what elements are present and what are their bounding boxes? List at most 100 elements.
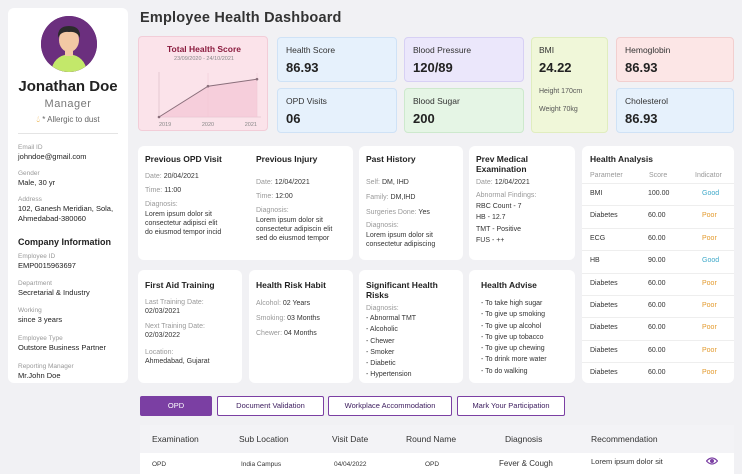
- analysis-indicator: Poor: [702, 346, 717, 354]
- advise-item: - To give up smoking: [481, 311, 546, 319]
- examination-cell: OPD: [152, 461, 167, 468]
- risk-item: - Smoker: [366, 348, 395, 356]
- abnormal-findings-list: RBC Count - 7 HB - 12.7 TMT - Positive F…: [476, 201, 522, 246]
- x-tick-label: 2019: [159, 122, 171, 128]
- abnormal-findings-label: Abnormal Findings:: [476, 192, 537, 199]
- history-diagnosis-label: Diagnosis:: [366, 222, 399, 229]
- finding-item: RBC Count - 7: [476, 203, 522, 210]
- diagnosis-cell: Fever & Cough: [499, 459, 553, 468]
- recommendation-header: Recommendation: [591, 434, 658, 444]
- history-self: Self: DM, IHD: [366, 179, 409, 186]
- history-diagnosis-line: consectetur adipiscing: [366, 241, 436, 248]
- opd-visits-label: OPD Visits: [286, 96, 327, 106]
- round-name-header: Round Name: [406, 434, 457, 444]
- history-surgeries: Surgeries Done: Yes: [366, 209, 430, 216]
- analysis-parameter: Diabetes: [590, 324, 618, 332]
- risk-item: - Diabetic: [366, 360, 396, 368]
- risks-list: - Abnormal TMT - Alcoholic - Chewer - Sm…: [366, 313, 416, 381]
- analysis-row: BMI 100.00 Good: [582, 183, 734, 205]
- score-point: [255, 77, 259, 81]
- analysis-indicator: Poor: [702, 324, 717, 332]
- recommendation-cell: Lorem ipsum dolor sit: [591, 457, 663, 466]
- avatar: [41, 16, 97, 72]
- analysis-score: 60.00: [648, 324, 666, 332]
- analysis-parameter: ECG: [590, 234, 606, 242]
- analysis-row: Diabetes 60.00 Poor: [582, 339, 734, 362]
- department-field: Department Secretarial & Industry: [18, 280, 128, 298]
- finding-item: TMT - Positive: [476, 225, 521, 233]
- cholesterol-value: 86.93: [625, 111, 658, 126]
- tab-mark-participation[interactable]: Mark Your Participation: [457, 396, 565, 416]
- analysis-parameter: Diabetes: [590, 279, 618, 287]
- smoking-habit: Smoking: 03 Months: [256, 315, 320, 322]
- opd-visits-value: 06: [286, 111, 301, 126]
- analysis-parameter: Diabetes: [590, 346, 618, 354]
- history-diagnosis-line: Lorem ipsum dolor sit: [366, 232, 433, 239]
- department-label: Department: [18, 280, 52, 287]
- reporting-manager-value: Mr.John Doe: [18, 371, 61, 380]
- opd-diagnosis-line: Lorem ipsum dolor sit: [145, 211, 212, 218]
- tab-opd[interactable]: OPD: [140, 396, 212, 416]
- opd-diagnosis-line: consectetur adipisci elit: [145, 220, 218, 227]
- analysis-row: Diabetes 60.00 Poor: [582, 362, 734, 384]
- analysis-parameter: Diabetes: [590, 212, 618, 220]
- working-label: Working: [18, 307, 42, 314]
- advise-item: - To give up chewing: [481, 345, 545, 353]
- analysis-indicator: Poor: [702, 212, 717, 220]
- advise-item: - To give up tobacco: [481, 333, 544, 341]
- email-label: Email ID: [18, 144, 43, 151]
- bmi-label: BMI: [539, 45, 555, 55]
- opd-time: Time: 11:00: [145, 187, 182, 194]
- analysis-score: 60.00: [648, 369, 666, 377]
- analysis-parameter: BMI: [590, 190, 603, 197]
- injury-diagnosis-label: Diagnosis:: [256, 207, 289, 214]
- cholesterol-card: Cholesterol 86.93: [616, 88, 734, 133]
- gender-field: Gender Male, 30 yr: [18, 170, 128, 188]
- tab-document-validation[interactable]: Document Validation: [217, 396, 324, 416]
- department-value: Secretarial & Industry: [18, 288, 90, 297]
- risk-item: - Chewer: [366, 337, 395, 345]
- blood-pressure-label: Blood Pressure: [413, 45, 472, 55]
- analysis-row: HB 90.00 Good: [582, 250, 734, 272]
- health-advise-card: Health Advise - To take high sugar - To …: [469, 270, 575, 383]
- address-field: Address 102, Ganesh Meridian, Sola, Ahme…: [18, 196, 128, 224]
- employee-id-value: EMP0015963697: [18, 261, 76, 270]
- sub-location-cell: India Campus: [241, 461, 282, 468]
- chewer-habit: Chewer: 04 Months: [256, 330, 317, 337]
- working-value: since 3 years: [18, 315, 63, 324]
- previous-injury-title: Previous Injury: [256, 154, 318, 164]
- total-score-date-range: 23/09/2020 - 24/10/2021: [174, 56, 234, 62]
- reporting-manager-field: Reporting Manager Mr.John Doe: [18, 363, 128, 381]
- eye-icon[interactable]: [706, 456, 718, 466]
- alcohol-habit: Alcohol: 02 Years: [256, 300, 311, 307]
- health-advise-title: Health Advise: [481, 280, 537, 290]
- bmi-card: BMI 24.22 Height 170cm Weight 70kg: [531, 37, 608, 133]
- previous-opd-card: Previous OPD Visit Date: 20/04/2021 Time…: [138, 146, 268, 260]
- allergy-text: * Allergic to dust: [42, 115, 100, 124]
- injury-time: Time: 12:00: [256, 193, 293, 200]
- advise-item: - To take high sugar: [481, 300, 543, 307]
- analysis-score: 60.00: [648, 346, 666, 354]
- tab-workplace-accommodation[interactable]: Workplace Accommodation: [328, 396, 452, 416]
- advise-item: - To do walking: [481, 367, 528, 375]
- analysis-row: Diabetes 60.00 Poor: [582, 205, 734, 227]
- health-score-card: Health Score 86.93: [277, 37, 397, 82]
- last-training-value: 02/03/2021: [145, 308, 181, 315]
- analysis-parameter: HB: [590, 257, 600, 265]
- advise-list: - To take high sugar - To give up smokin…: [481, 298, 547, 377]
- score-area: [159, 79, 257, 117]
- blood-sugar-label: Blood Sugar: [413, 96, 460, 106]
- advise-item: - To give up alcohol: [481, 322, 542, 330]
- first-aid-title: First Aid Training: [145, 280, 215, 290]
- analysis-score: 100.00: [648, 190, 670, 197]
- location-label: Location:: [145, 349, 174, 356]
- risk-item: - Alcoholic: [366, 326, 398, 334]
- risks-diagnosis-label: Diagnosis:: [366, 305, 399, 312]
- diagnosis-header: Diagnosis: [505, 434, 543, 444]
- x-tick-label: 2021: [245, 122, 257, 128]
- analysis-row: ECG 60.00 Poor: [582, 227, 734, 250]
- previous-opd-title: Previous OPD Visit: [145, 154, 222, 164]
- analysis-score: 60.00: [648, 234, 666, 242]
- prev-medical-title: Prev Medical Examination: [476, 154, 528, 174]
- score-point: [206, 84, 210, 88]
